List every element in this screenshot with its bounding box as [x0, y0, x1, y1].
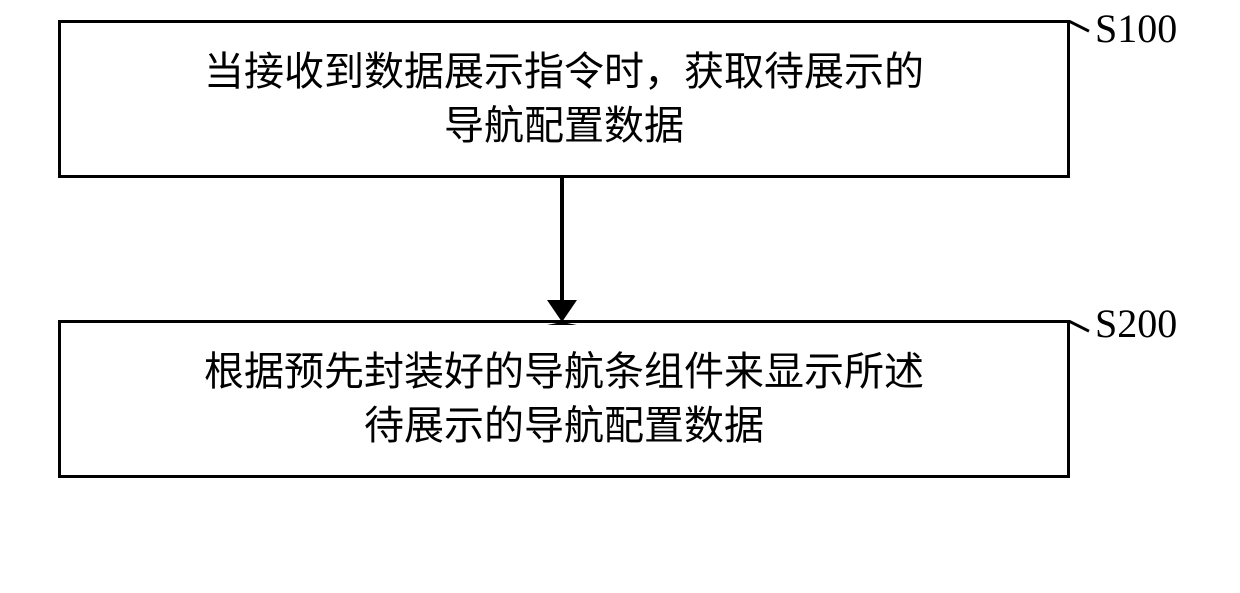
- step-label-s100: S100: [1095, 5, 1177, 52]
- step-label-s200: S200: [1095, 300, 1177, 347]
- flow-step-2-text: 根据预先封装好的导航条组件来显示所述 待展示的导航配置数据: [204, 345, 924, 453]
- flowchart-canvas: 当接收到数据展示指令时，获取待展示的 导航配置数据 根据预先封装好的导航条组件来…: [0, 0, 1240, 593]
- flow-arrow-shaft: [560, 178, 564, 300]
- flow-step-1: 当接收到数据展示指令时，获取待展示的 导航配置数据: [58, 20, 1070, 178]
- callout-s200-line: [1069, 320, 1090, 333]
- flow-step-2: 根据预先封装好的导航条组件来显示所述 待展示的导航配置数据: [58, 320, 1070, 478]
- callout-s100-line: [1069, 20, 1090, 33]
- flow-step-1-text: 当接收到数据展示指令时，获取待展示的 导航配置数据: [204, 45, 924, 153]
- flow-arrow-head: [547, 300, 577, 325]
